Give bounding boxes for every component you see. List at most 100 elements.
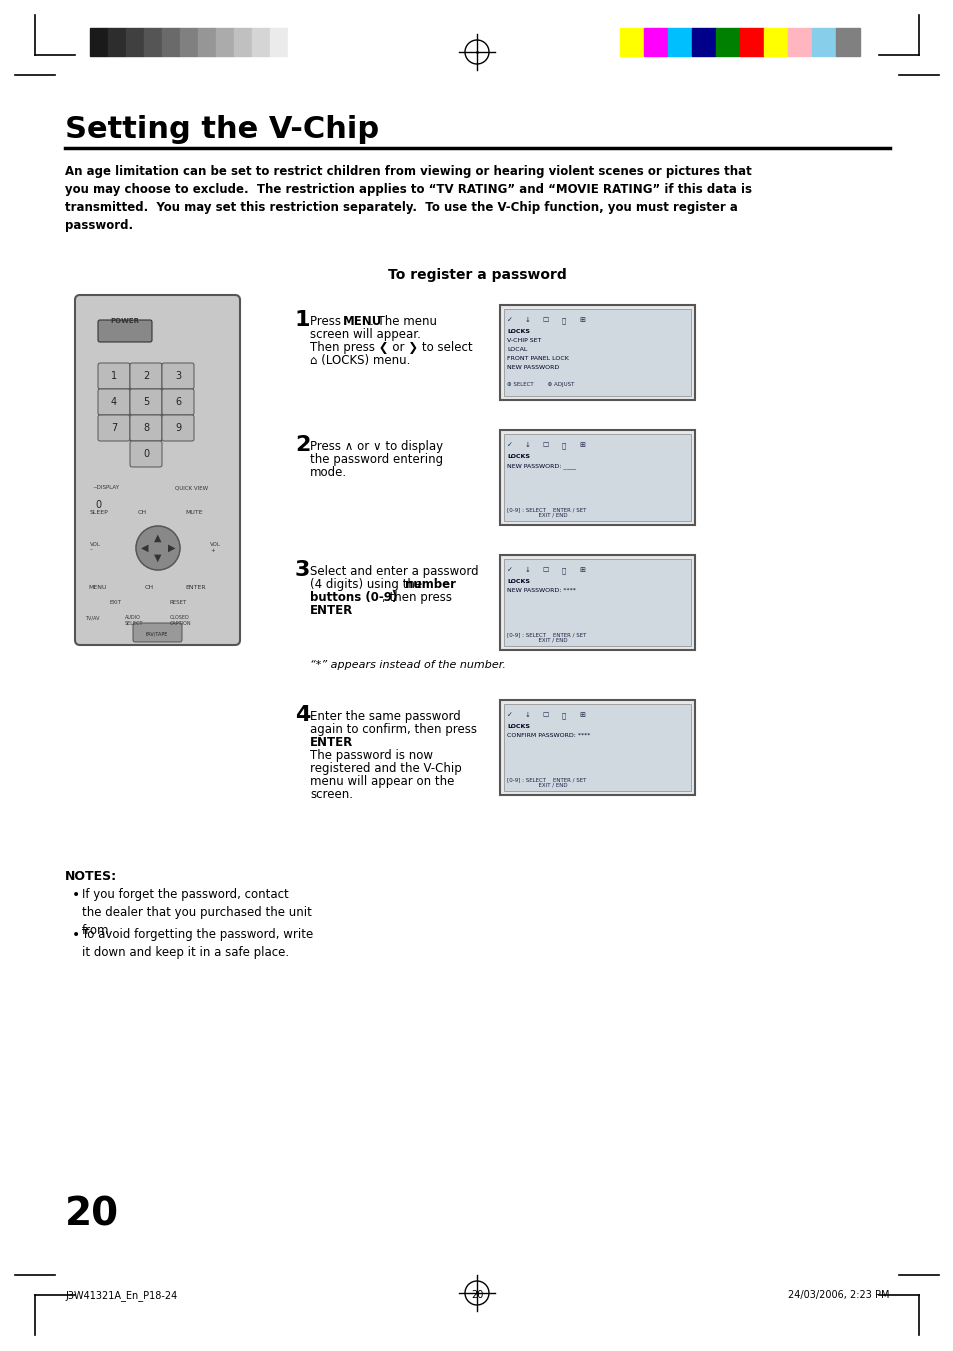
Bar	[503, 434, 690, 521]
Text: 4: 4	[111, 397, 117, 407]
Text: An age limitation can be set to restrict children from viewing or hearing violen: An age limitation can be set to restrict…	[65, 165, 751, 232]
Text: ▲: ▲	[154, 534, 162, 543]
Bar	[619, 28, 643, 55]
Text: CONFIRM PASSWORD: ****: CONFIRM PASSWORD: ****	[506, 734, 590, 738]
FancyBboxPatch shape	[499, 700, 695, 794]
Circle shape	[136, 526, 180, 570]
Text: 0: 0	[95, 500, 101, 509]
Text: MENU: MENU	[343, 315, 382, 328]
Text: registered and the V-Chip: registered and the V-Chip	[310, 762, 461, 775]
Bar	[144, 28, 162, 55]
Text: 5: 5	[143, 397, 149, 407]
FancyBboxPatch shape	[162, 363, 193, 389]
Text: , then press: , then press	[381, 590, 452, 604]
Text: ⊞: ⊞	[578, 317, 584, 323]
Text: ~DISPLAY: ~DISPLAY	[91, 485, 119, 490]
Text: LOCKS: LOCKS	[506, 330, 530, 334]
Bar	[811, 28, 835, 55]
Text: ENTER: ENTER	[310, 604, 353, 617]
Text: (4 digits) using the: (4 digits) using the	[310, 578, 425, 590]
Text: 0: 0	[143, 449, 149, 459]
FancyBboxPatch shape	[98, 363, 130, 389]
Text: menu will appear on the: menu will appear on the	[310, 775, 454, 788]
Text: 20: 20	[471, 1290, 482, 1300]
Bar	[198, 28, 215, 55]
Text: 🔒: 🔒	[561, 712, 565, 719]
FancyBboxPatch shape	[499, 430, 695, 526]
FancyBboxPatch shape	[162, 389, 193, 415]
Text: FAV/TAPE: FAV/TAPE	[146, 632, 168, 638]
Text: 7: 7	[111, 423, 117, 434]
Bar	[643, 28, 667, 55]
Text: RESET: RESET	[170, 600, 187, 605]
Text: 3: 3	[174, 372, 181, 381]
Bar	[740, 28, 763, 55]
Text: To avoid forgetting the password, write
it down and keep it in a safe place.: To avoid forgetting the password, write …	[82, 928, 313, 959]
Text: 1: 1	[111, 372, 117, 381]
Text: LOCKS: LOCKS	[506, 580, 530, 584]
Text: ENTER: ENTER	[185, 585, 206, 590]
Text: POWER: POWER	[110, 317, 139, 324]
Text: 8: 8	[143, 423, 149, 434]
Text: number: number	[405, 578, 456, 590]
Bar	[126, 28, 144, 55]
Text: ✓: ✓	[507, 712, 513, 717]
Text: VOL
–: VOL –	[90, 542, 101, 553]
Text: [0-9] : SELECT    ENTER / SET
                  EXIT / END: [0-9] : SELECT ENTER / SET EXIT / END	[506, 777, 586, 788]
Bar	[215, 28, 233, 55]
Text: again to confirm, then press: again to confirm, then press	[310, 723, 476, 736]
Text: NOTES:: NOTES:	[65, 870, 117, 884]
FancyBboxPatch shape	[130, 389, 162, 415]
Text: •: •	[71, 928, 80, 942]
Text: 9: 9	[174, 423, 181, 434]
FancyBboxPatch shape	[130, 363, 162, 389]
Text: LOCAL: LOCAL	[506, 347, 527, 353]
FancyBboxPatch shape	[499, 305, 695, 400]
Text: 24/03/2006, 2:23 PM: 24/03/2006, 2:23 PM	[788, 1290, 889, 1300]
Text: CH: CH	[138, 509, 147, 515]
Bar	[288, 28, 306, 55]
Text: NEW PASSWORD: NEW PASSWORD	[506, 365, 558, 370]
Text: 🔒: 🔒	[561, 317, 565, 324]
Bar	[162, 28, 180, 55]
Bar	[180, 28, 198, 55]
Text: Then press ❮ or ❯ to select: Then press ❮ or ❯ to select	[310, 340, 472, 354]
Text: buttons (0-9): buttons (0-9)	[310, 590, 397, 604]
Bar	[667, 28, 691, 55]
Text: 1: 1	[294, 309, 310, 330]
Text: ✓: ✓	[507, 567, 513, 573]
Text: ▶: ▶	[168, 543, 174, 553]
Text: ↓: ↓	[524, 712, 531, 717]
Text: screen.: screen.	[310, 788, 353, 801]
Text: Select and enter a password: Select and enter a password	[310, 565, 478, 578]
Text: ☐: ☐	[542, 712, 549, 717]
Text: the password entering: the password entering	[310, 453, 442, 466]
Text: ◀: ◀	[141, 543, 149, 553]
Text: 6: 6	[174, 397, 181, 407]
Text: mode.: mode.	[310, 466, 347, 480]
Text: 4: 4	[294, 705, 310, 725]
Bar	[503, 704, 690, 790]
Text: LOCKS: LOCKS	[506, 724, 530, 730]
Text: The password is now: The password is now	[310, 748, 433, 762]
Bar	[763, 28, 787, 55]
FancyBboxPatch shape	[130, 415, 162, 440]
Text: ENTER: ENTER	[310, 736, 353, 748]
FancyBboxPatch shape	[162, 415, 193, 440]
Bar	[108, 28, 126, 55]
Text: ⊞: ⊞	[578, 567, 584, 573]
Text: ✓: ✓	[507, 442, 513, 449]
Bar	[270, 28, 288, 55]
Text: ☐: ☐	[542, 317, 549, 323]
Text: 3: 3	[294, 561, 310, 580]
Text: V-CHIP SET: V-CHIP SET	[506, 338, 540, 343]
FancyBboxPatch shape	[98, 320, 152, 342]
FancyBboxPatch shape	[75, 295, 240, 644]
FancyBboxPatch shape	[499, 555, 695, 650]
Text: QUICK VIEW: QUICK VIEW	[174, 485, 208, 490]
Text: LOCKS: LOCKS	[506, 454, 530, 459]
Text: MUTE: MUTE	[185, 509, 202, 515]
Text: 🔒: 🔒	[561, 442, 565, 449]
Text: SLEEP: SLEEP	[90, 509, 109, 515]
Text: If you forget the password, contact
the dealer that you purchased the unit
from.: If you forget the password, contact the …	[82, 888, 312, 938]
